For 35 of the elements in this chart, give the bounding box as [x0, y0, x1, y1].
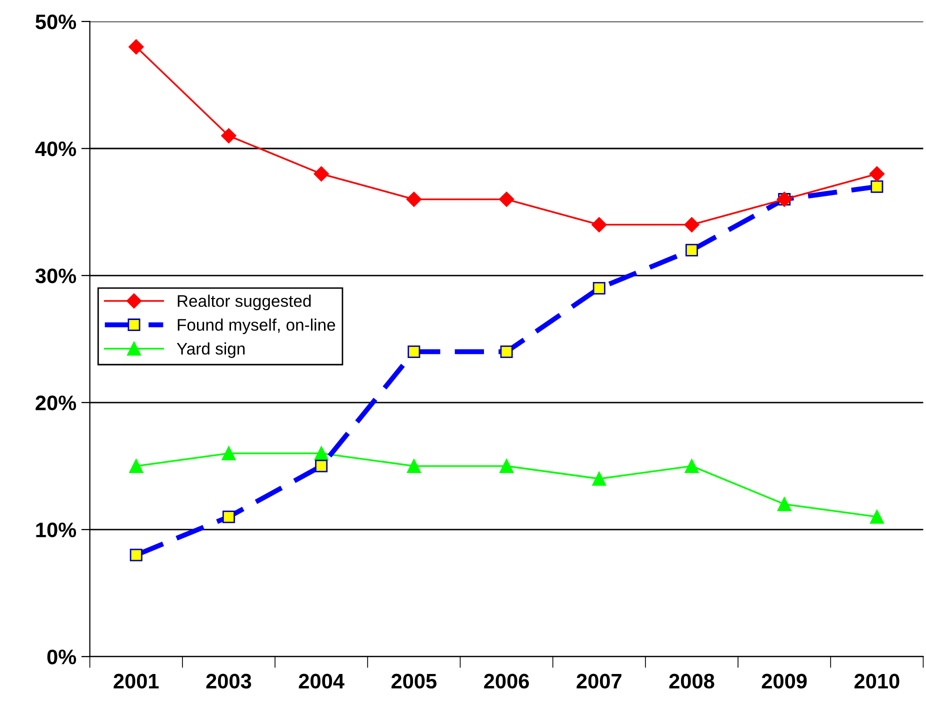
x-tick-label: 2008: [669, 674, 714, 689]
point: [314, 166, 329, 182]
point: [128, 39, 144, 54]
point: [129, 459, 144, 473]
legend-label: Realtor suggested: [178, 294, 311, 310]
point: [406, 192, 422, 207]
y-tick-label: 0%: [47, 650, 76, 664]
point: [498, 192, 514, 207]
x-tick-label: 2006: [484, 674, 529, 689]
y-tick-label: 50%: [36, 14, 76, 30]
y-tick-label: 20%: [36, 396, 76, 410]
x-tick-label: 2003: [206, 674, 252, 689]
x-tick-label: 2009: [762, 674, 807, 689]
x-tick-label: 2010: [854, 674, 900, 689]
x-tick-label: 2004: [298, 674, 344, 689]
y-tick-label: 40%: [35, 142, 76, 156]
y-tick-label: 30%: [35, 268, 76, 284]
x-tick-label: 2007: [576, 674, 622, 689]
point: [406, 459, 421, 473]
point: [222, 446, 236, 460]
x-tick-label: 2005: [391, 674, 437, 689]
point: [314, 446, 328, 460]
legend-label: Yard sign: [176, 342, 245, 358]
point: [684, 459, 699, 473]
x-tick-label: 2001: [114, 674, 159, 689]
point: [500, 459, 514, 473]
point: [870, 510, 884, 524]
point: [592, 472, 606, 486]
y-tick-label: 10%: [36, 522, 76, 538]
point: [777, 497, 792, 512]
point: [684, 217, 700, 232]
point: [869, 166, 884, 182]
legend-label: Found myself, on-line: [178, 318, 336, 334]
point: [221, 128, 236, 144]
point: [592, 217, 607, 232]
